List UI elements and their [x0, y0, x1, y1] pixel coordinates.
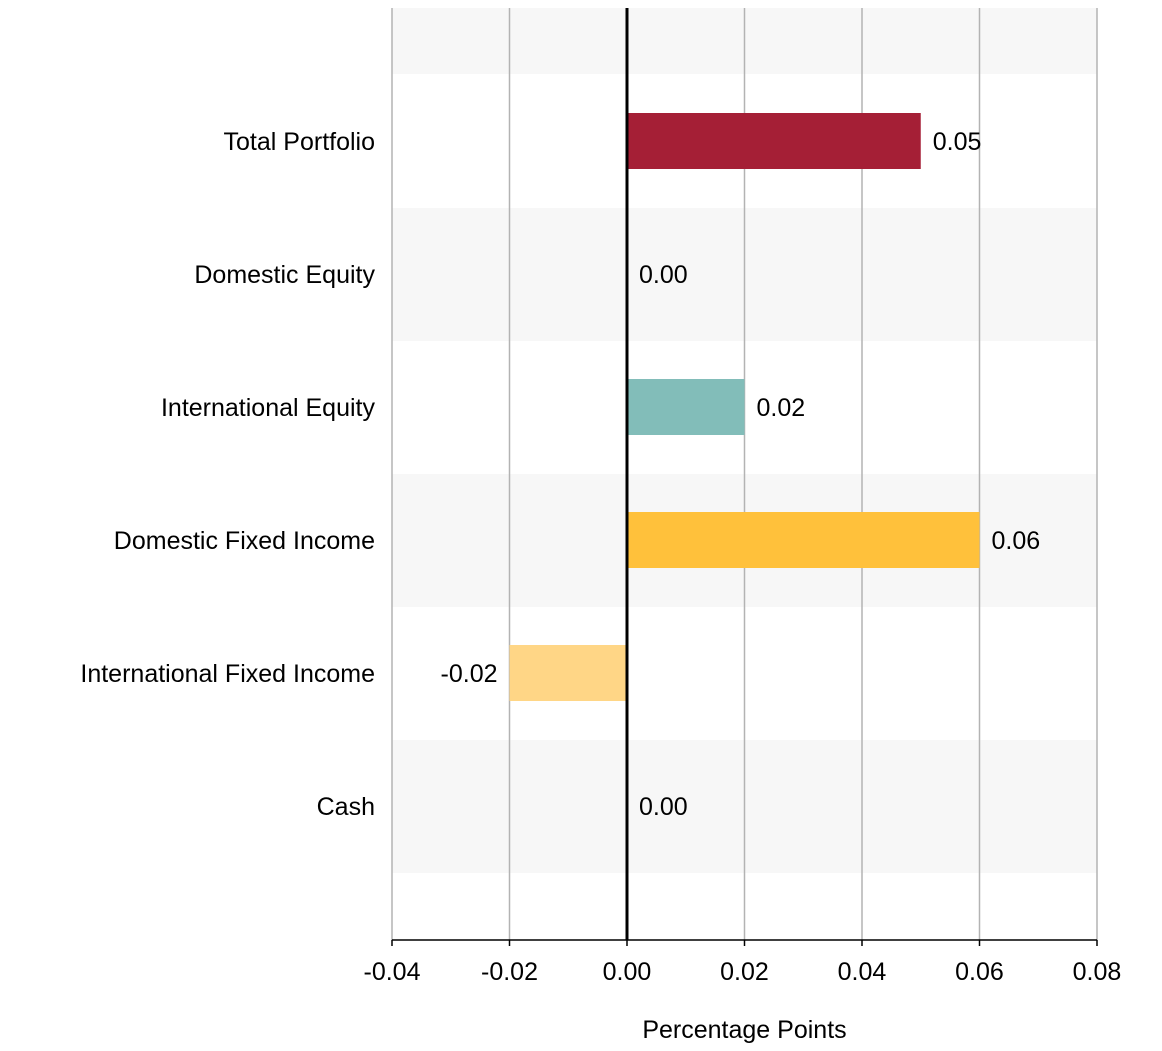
- x-tick-label: 0.04: [838, 958, 887, 986]
- data-label: 0.00: [639, 261, 688, 289]
- category-label: International Equity: [161, 394, 376, 422]
- category-label: Total Portfolio: [224, 128, 375, 156]
- data-label: -0.02: [441, 660, 498, 688]
- bar-total-portfolio: [627, 113, 921, 169]
- category-label: Cash: [317, 793, 375, 821]
- x-tick-label: -0.02: [481, 958, 538, 986]
- bar-international-equity: [627, 379, 745, 435]
- category-label: Domestic Fixed Income: [114, 527, 375, 555]
- bar-domestic-fixed-income: [627, 512, 980, 568]
- labels: Total Portfolio 0.05 Domestic Equity 0.00 In…: [80, 128, 1040, 821]
- x-axis: -0.04 -0.02 0.00 0.02 0.04 0.06 0.08: [364, 939, 1122, 986]
- x-tick-label: 0.02: [720, 958, 769, 986]
- category-label: Domestic Equity: [194, 261, 375, 289]
- data-label: 0.02: [757, 394, 806, 422]
- bars: [509, 113, 980, 701]
- bar-international-fixed-income: [509, 645, 627, 701]
- data-label: 0.05: [933, 128, 982, 156]
- x-axis-title: Percentage Points: [642, 1016, 846, 1044]
- x-tick-label: 0.00: [603, 958, 652, 986]
- category-label: International Fixed Income: [80, 660, 375, 688]
- x-tick-label: -0.04: [364, 958, 421, 986]
- data-label: 0.06: [992, 527, 1041, 555]
- x-tick-label: 0.06: [955, 958, 1004, 986]
- x-tick-label: 0.08: [1073, 958, 1122, 986]
- data-label: 0.00: [639, 793, 688, 821]
